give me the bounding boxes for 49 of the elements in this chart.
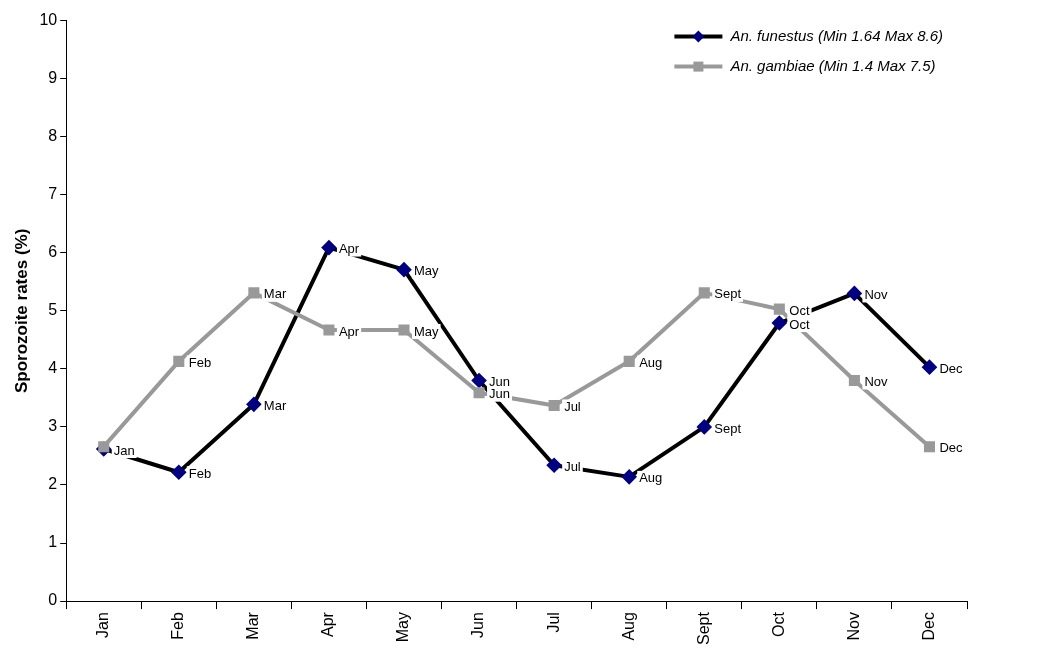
data-label: Nov xyxy=(864,287,889,303)
y-tick-label: 9 xyxy=(48,69,58,87)
y-tick-label: 6 xyxy=(48,243,58,261)
y-tick-label: 7 xyxy=(48,185,58,203)
data-label: Sept xyxy=(714,420,742,436)
data-label: Apr xyxy=(338,323,360,339)
data-label: May xyxy=(414,263,440,279)
data-label: Jun xyxy=(489,386,511,402)
x-tick-label: Jun xyxy=(469,612,487,638)
y-tick-label: 2 xyxy=(48,475,58,493)
data-label: Oct xyxy=(789,302,810,318)
x-tick-label: Apr xyxy=(319,611,337,637)
data-label: Dec xyxy=(939,360,964,376)
data-label: Mar xyxy=(263,286,287,302)
data-label: Jun xyxy=(489,374,511,390)
data-label: Aug xyxy=(639,470,663,486)
y-axis-title: Sporozoite rates (%) xyxy=(11,228,31,394)
x-tick-label: Oct xyxy=(769,611,787,637)
x-tick-label: Nov xyxy=(844,612,862,641)
data-label: Feb xyxy=(188,465,212,481)
data-label: Feb xyxy=(188,354,212,370)
y-tick-label: 1 xyxy=(48,533,58,551)
data-label: Jul xyxy=(564,399,581,415)
y-tick-label: 3 xyxy=(48,417,58,435)
legend-label: An. gambiae (Min 1.4 Max 7.5) xyxy=(729,56,936,74)
x-tick-label: Aug xyxy=(619,612,637,641)
x-tick-label: Feb xyxy=(169,611,187,640)
data-label: Aug xyxy=(639,354,663,370)
y-tick-label: 8 xyxy=(48,127,58,145)
data-label: Jul xyxy=(564,458,581,474)
data-label: Apr xyxy=(338,241,360,257)
data-label: Sept xyxy=(714,286,742,302)
y-tick-label: 5 xyxy=(48,301,58,319)
x-tick-label: Sept xyxy=(694,611,712,646)
x-tick-label: Mar xyxy=(244,611,262,640)
data-label: Jan xyxy=(113,442,135,458)
data-label: Dec xyxy=(939,440,964,456)
x-tick-label: Jan xyxy=(94,612,112,638)
y-tick-label: 4 xyxy=(48,359,58,377)
x-tick-label: Jul xyxy=(544,612,562,633)
x-tick-label: May xyxy=(394,612,412,643)
y-tick-label: 0 xyxy=(48,591,58,609)
x-tick-label: Dec xyxy=(919,612,937,641)
data-label: Nov xyxy=(864,374,889,390)
data-label: May xyxy=(414,323,440,339)
legend-label: An. funestus (Min 1.64 Max 8.6) xyxy=(729,26,944,44)
data-label: Mar xyxy=(263,397,287,413)
y-tick-label: 10 xyxy=(39,11,58,29)
data-label: Oct xyxy=(789,316,810,332)
